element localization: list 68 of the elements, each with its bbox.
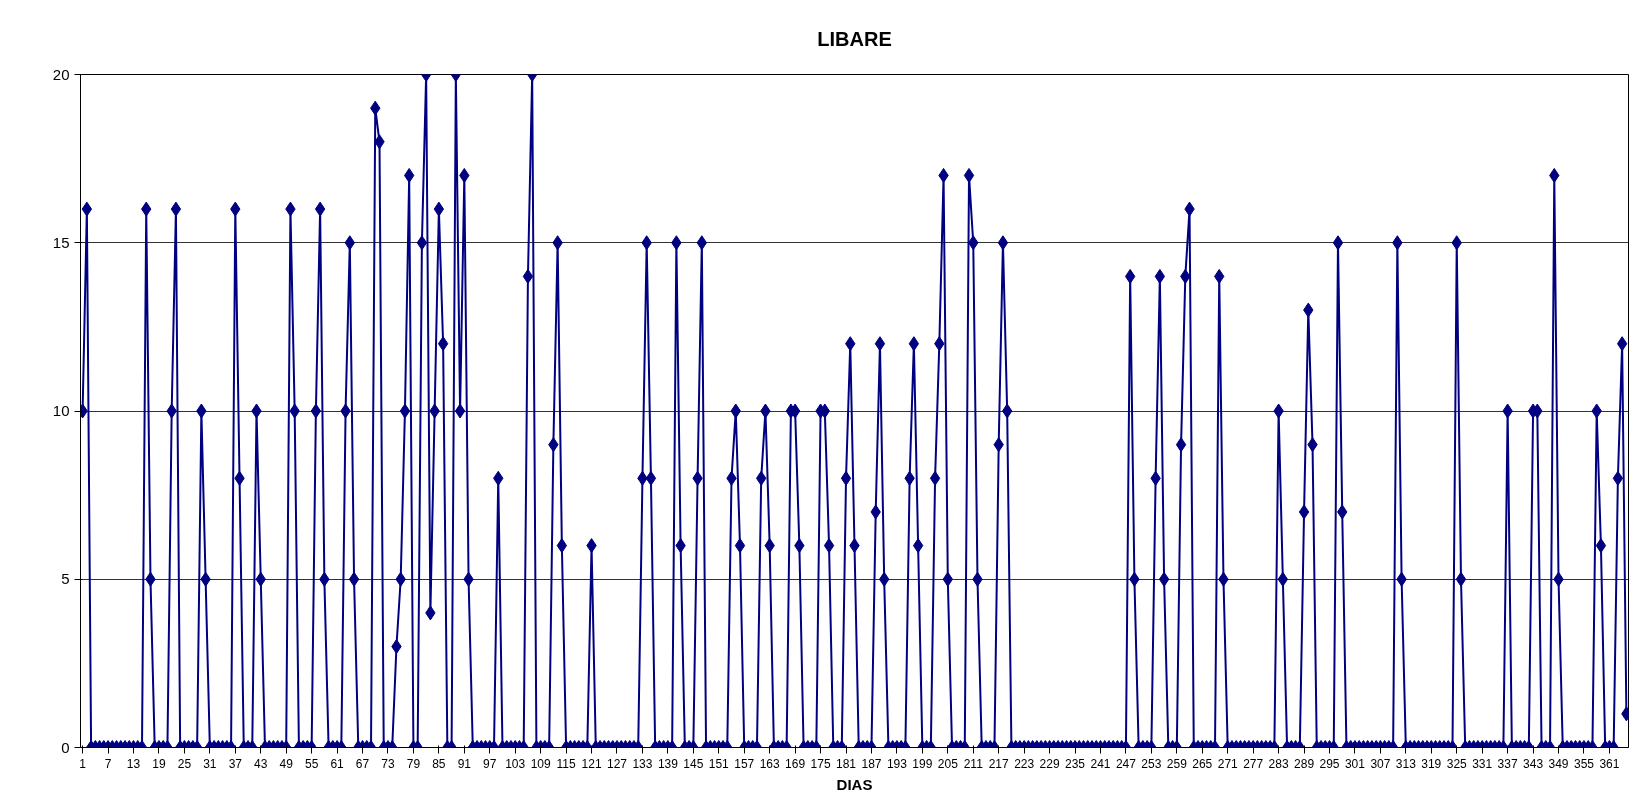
x-axis-title: DIAS: [836, 775, 873, 793]
x-tick-label: 169: [785, 756, 806, 771]
x-tick-label: 19: [152, 756, 166, 771]
x-tick-label: 7: [104, 756, 112, 771]
x-tick-label: 355: [1573, 756, 1595, 771]
x-tick-label: 283: [1268, 756, 1289, 771]
x-tick-label: 121: [581, 756, 602, 771]
x-tick-label: 331: [1472, 756, 1493, 771]
x-tick-label: 115: [556, 756, 576, 771]
x-tick-label: 265: [1192, 756, 1213, 771]
x-tick-label: 229: [1039, 756, 1060, 771]
x-tick-label: 187: [861, 756, 882, 771]
x-tick-label: 43: [254, 756, 268, 771]
x-tick-label: 223: [1014, 756, 1035, 771]
x-tick-label: 133: [632, 756, 653, 771]
x-tick-label: 289: [1294, 756, 1315, 771]
x-tick-label: 337: [1497, 756, 1518, 771]
x-tick-label: 103: [505, 756, 526, 771]
x-tick-label: 319: [1421, 756, 1442, 771]
y-tick-label: 5: [61, 570, 70, 588]
x-tick-label: 217: [988, 756, 1010, 771]
x-tick-label: 325: [1446, 756, 1468, 771]
x-tick-label: 145: [683, 756, 704, 771]
x-tick-label: 313: [1395, 756, 1417, 771]
x-tick-label: 349: [1548, 756, 1569, 771]
x-tick-label: 13: [126, 756, 141, 771]
x-tick-label: 55: [304, 756, 319, 771]
x-tick-label: 181: [836, 756, 857, 771]
x-tick-label: 271: [1217, 756, 1239, 771]
x-tick-label: 205: [937, 756, 959, 771]
x-tick-label: 307: [1370, 756, 1391, 771]
x-tick-label: 127: [606, 756, 628, 771]
x-tick-label: 139: [657, 756, 679, 771]
x-tick-label: 73: [381, 756, 395, 771]
y-tick-label: 15: [52, 233, 70, 251]
x-tick-label: 97: [483, 756, 497, 771]
x-tick-label: 37: [228, 756, 243, 771]
x-tick-label: 1: [79, 756, 87, 771]
x-tick-label: 193: [886, 756, 908, 771]
x-tick-label: 79: [406, 756, 421, 771]
x-tick-label: 91: [457, 756, 472, 771]
x-tick-label: 67: [355, 756, 370, 771]
x-tick-label: 85: [432, 756, 446, 771]
x-tick-label: 61: [330, 756, 345, 771]
x-tick-label: 301: [1344, 756, 1366, 771]
x-tick-label: 157: [734, 756, 755, 771]
y-tick-label: 20: [52, 65, 70, 83]
x-tick-label: 343: [1523, 756, 1544, 771]
x-tick-label: 259: [1166, 756, 1188, 771]
y-tick-label: 10: [52, 402, 70, 419]
x-tick-label: 151: [708, 756, 730, 771]
x-tick-label: 199: [912, 756, 933, 771]
chart-title: LIBARE: [817, 27, 892, 50]
x-tick-label: 31: [203, 756, 217, 771]
x-tick-label: 211: [963, 756, 984, 771]
x-tick-label: 241: [1090, 756, 1111, 771]
x-tick-label: 49: [279, 756, 294, 771]
x-tick-label: 235: [1065, 756, 1086, 771]
x-tick-label: 361: [1599, 756, 1620, 771]
x-tick-label: 247: [1115, 756, 1137, 771]
x-tick-label: 109: [530, 756, 551, 771]
x-tick-label: 163: [759, 756, 781, 771]
x-tick-label: 175: [810, 756, 831, 771]
x-tick-label: 25: [177, 756, 192, 771]
x-tick-label: 253: [1141, 756, 1162, 771]
x-tick-label: 295: [1319, 756, 1340, 771]
y-tick-label: 0: [61, 738, 70, 756]
x-tick-label: 277: [1243, 756, 1264, 771]
